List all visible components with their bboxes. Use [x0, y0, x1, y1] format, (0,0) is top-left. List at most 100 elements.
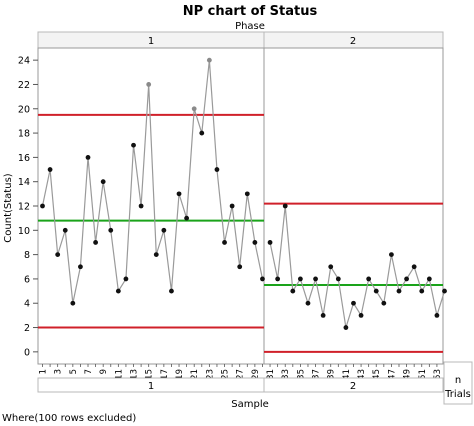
x-tick-label: 23	[205, 369, 215, 380]
x-tick-label: 35	[296, 369, 306, 380]
data-point	[389, 252, 394, 258]
x-tick-label: 25	[221, 369, 231, 380]
data-point	[131, 142, 136, 148]
data-point	[252, 240, 258, 245]
data-point	[419, 288, 425, 294]
y-tick-label: 2	[24, 323, 30, 334]
trials-panel	[443, 361, 473, 405]
data-point	[426, 276, 432, 282]
x-tick-label: 53	[433, 369, 443, 380]
x-tick-label: 47	[387, 369, 397, 380]
x-tick-label: 5	[69, 369, 79, 374]
phase-footer-bar	[37, 377, 444, 393]
y-tick-label: 12	[18, 202, 30, 213]
data-point	[267, 240, 273, 245]
data-point	[146, 82, 152, 87]
x-tick-label: 39	[327, 369, 337, 380]
data-point	[191, 106, 197, 112]
x-tick-label: 15	[145, 369, 155, 380]
data-point	[297, 276, 303, 282]
y-tick-label: 22	[18, 80, 30, 91]
x-tick-label: 21	[190, 369, 200, 380]
x-tick-label: 9	[99, 369, 109, 374]
data-point	[290, 288, 296, 294]
x-tick-label: 13	[130, 369, 140, 380]
y-tick-label: 6	[24, 274, 30, 285]
data-point	[366, 276, 372, 282]
data-point	[70, 300, 76, 306]
phase-label-1: 1	[148, 36, 154, 47]
data-point	[404, 276, 409, 282]
data-point	[335, 276, 341, 282]
data-point	[343, 325, 349, 330]
data-point	[40, 203, 45, 209]
data-point	[138, 203, 144, 209]
data-point	[100, 179, 106, 185]
data-point	[396, 288, 402, 294]
data-point	[328, 264, 334, 270]
data-point	[123, 276, 129, 282]
data-point	[237, 264, 243, 270]
data-point	[313, 276, 318, 282]
data-point	[351, 300, 356, 306]
data-point	[78, 264, 83, 270]
x-tick-label: 19	[175, 369, 185, 380]
data-point	[93, 240, 98, 245]
x-tick-label: 3	[54, 369, 64, 374]
trials-panel-label-n: n	[455, 375, 461, 386]
data-point	[358, 312, 364, 318]
x-tick-label: 49	[403, 369, 413, 380]
y-tick-label: 8	[24, 250, 30, 261]
x-tick-label: 11	[114, 369, 124, 380]
data-point	[153, 252, 159, 258]
y-tick-label: 18	[18, 129, 30, 140]
x-tick-label: 43	[357, 369, 367, 380]
data-point	[62, 227, 68, 233]
x-tick-label: 37	[312, 369, 322, 380]
data-point	[206, 57, 212, 63]
x-tick-label: 33	[281, 369, 291, 380]
data-point	[115, 288, 121, 294]
trials-panel-label-trials: Trials	[444, 389, 471, 400]
data-series	[40, 57, 447, 330]
plot-frame	[37, 47, 444, 365]
y-tick-label: 16	[18, 153, 30, 164]
chart-title: NP chart of Status	[183, 4, 318, 19]
data-point	[85, 154, 91, 160]
data-point	[320, 312, 326, 318]
x-tick-label: 41	[342, 369, 352, 380]
data-point	[305, 300, 311, 306]
y-tick-label: 10	[18, 226, 30, 237]
x-axis: 1 3 5 7 9 11 13 15 17 19 21 23 25 27 29 31 33 35 37 39 41 43 4…	[39, 364, 445, 380]
x-tick-label: 51	[418, 369, 428, 380]
data-point	[275, 276, 281, 282]
data-point	[169, 288, 174, 294]
data-point	[108, 227, 114, 233]
x-tick-label: 29	[251, 369, 261, 380]
series-line-phase-1	[41, 60, 264, 304]
data-point	[381, 300, 387, 306]
data-point	[199, 130, 205, 136]
x-tick-label: 1	[39, 369, 49, 374]
y-tick-label: 24	[18, 56, 30, 67]
y-tick-label: 0	[24, 347, 30, 358]
phase-header: Phase	[235, 21, 265, 32]
data-point	[442, 288, 447, 294]
data-point	[55, 252, 61, 258]
data-point	[222, 240, 227, 245]
phase-label-2: 2	[350, 36, 356, 47]
x-tick-label: 31	[266, 369, 276, 380]
control-limit-lines	[38, 113, 443, 353]
data-point	[434, 312, 440, 318]
x-tick-label: 17	[160, 369, 170, 380]
data-point	[373, 288, 379, 294]
data-point	[282, 203, 288, 209]
x-tick-label: 27	[236, 369, 246, 380]
y-tick-label: 20	[18, 104, 30, 115]
x-tick-label: 45	[372, 369, 382, 380]
x-tick-label: 7	[84, 369, 94, 374]
data-point	[244, 191, 250, 197]
y-axis-title: Count(Status)	[3, 173, 14, 242]
y-tick-label: 14	[18, 177, 30, 188]
